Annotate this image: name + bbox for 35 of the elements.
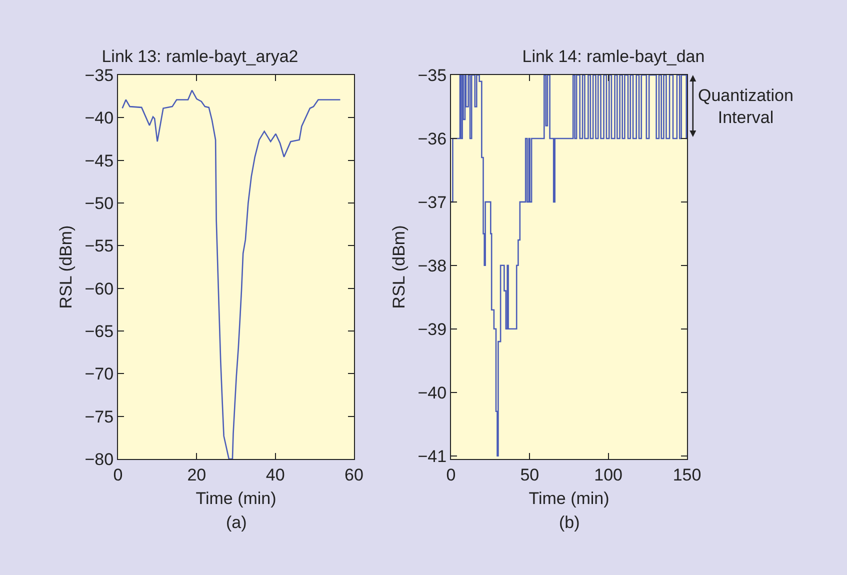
y-tick-label: −65 bbox=[84, 322, 114, 341]
y-tick-label: −36 bbox=[418, 129, 447, 148]
y-tick-label: −40 bbox=[84, 108, 114, 128]
x-tick-label: 100 bbox=[594, 465, 623, 484]
x-tick-label: 20 bbox=[187, 465, 206, 484]
y-tick-label: −70 bbox=[84, 364, 114, 384]
y-tick-label: −80 bbox=[84, 450, 114, 469]
text: Quantization Interval bbox=[698, 86, 794, 128]
x-tick-label: 50 bbox=[520, 465, 540, 484]
y-tick-label: −35 bbox=[418, 66, 447, 85]
chart-title: Link 13: ramle-bayt_arya2 bbox=[102, 47, 298, 66]
x-tick-label: 40 bbox=[266, 465, 285, 484]
line-series bbox=[122, 90, 341, 459]
y-tick-label: −38 bbox=[418, 256, 447, 276]
x-axis-title: Time (min) bbox=[196, 488, 276, 508]
y-tick-label: −75 bbox=[84, 407, 114, 426]
x-tick-label: 150 bbox=[672, 465, 702, 484]
y-tick-label: −40 bbox=[418, 383, 447, 402]
y-tick-label: −39 bbox=[418, 320, 447, 339]
y-tick-label: −60 bbox=[84, 279, 114, 298]
text: (b) bbox=[559, 513, 580, 532]
y-axis-title: RSL (dBm) bbox=[56, 225, 76, 309]
chart-title: Link 14: ramle-bayt_dan bbox=[522, 47, 705, 66]
x-axis-title: Time (min) bbox=[528, 488, 610, 508]
y-tick-label: −50 bbox=[84, 194, 114, 213]
y-axis-title: RSL (dBm) bbox=[389, 225, 408, 309]
y-tick-label: −35 bbox=[84, 66, 114, 85]
x-tick-label: 0 bbox=[113, 465, 123, 484]
y-tick-label: −45 bbox=[84, 151, 114, 170]
y-tick-label: −37 bbox=[418, 192, 447, 212]
x-tick-label: 0 bbox=[446, 465, 456, 484]
y-tick-label: −55 bbox=[84, 236, 114, 256]
y-tick-label: −41 bbox=[418, 446, 447, 466]
text: (a) bbox=[226, 513, 247, 532]
x-tick-label: 60 bbox=[344, 465, 364, 484]
